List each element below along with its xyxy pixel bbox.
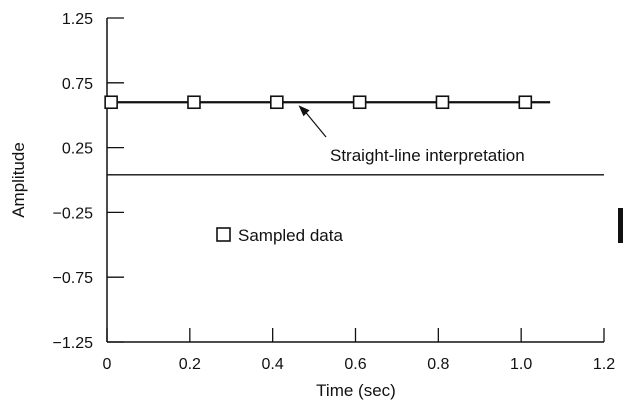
legend-label: Sampled data: [238, 226, 343, 245]
sampled-data-point: [188, 96, 200, 108]
y-tick-label: −0.75: [53, 270, 94, 287]
y-tick-label: −1.25: [53, 335, 94, 352]
plot-marks: [105, 96, 604, 241]
sampled-data-point: [271, 96, 283, 108]
x-tick-label: 0.6: [344, 356, 366, 373]
x-tick-label: 0.4: [262, 356, 284, 373]
sampled-data-point: [519, 96, 531, 108]
y-tick-label: 1.25: [62, 11, 93, 28]
y-axis-label: Amplitude: [9, 142, 28, 218]
x-tick-label: 0: [103, 356, 112, 373]
edge-mark: [618, 208, 623, 243]
legend-marker: [217, 228, 230, 241]
y-tick-label: 0.75: [62, 76, 93, 93]
y-tick-label: 0.25: [62, 141, 93, 158]
x-tick-label: 1.2: [593, 356, 615, 373]
sampled-data-point: [436, 96, 448, 108]
axes: [107, 18, 623, 342]
y-tick-label: −0.25: [53, 205, 94, 222]
sampled-data-point: [354, 96, 366, 108]
x-tick-label: 0.2: [179, 356, 201, 373]
straight-line-annotation: Straight-line interpretation: [330, 146, 525, 165]
x-tick-label: 1.0: [510, 356, 532, 373]
x-tick-label: 0.8: [427, 356, 449, 373]
sampled-data-point: [105, 96, 117, 108]
x-axis-label: Time (sec): [316, 381, 396, 400]
